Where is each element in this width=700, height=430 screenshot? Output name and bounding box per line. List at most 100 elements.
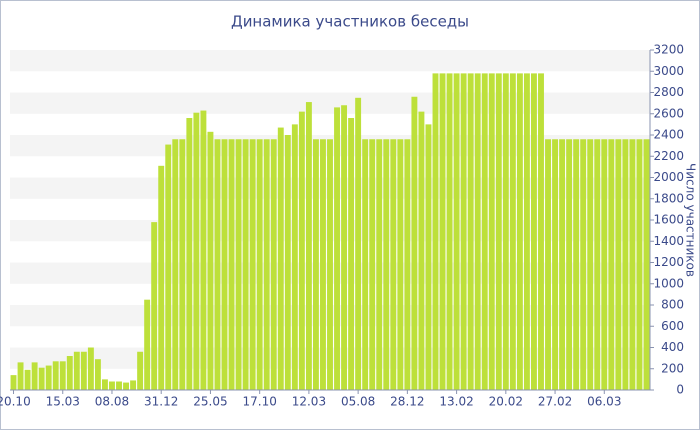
bar: [137, 351, 144, 390]
bar: [186, 118, 193, 390]
bar: [481, 73, 488, 390]
bar: [320, 139, 326, 390]
bar: [404, 139, 411, 390]
x-tick-label: 12.03: [292, 395, 326, 409]
bar: [418, 111, 425, 390]
bar: [256, 139, 263, 390]
y-tick-label: 2400: [653, 128, 684, 142]
bar: [369, 139, 376, 390]
bar: [94, 359, 101, 390]
bar: [24, 369, 31, 390]
bar: [502, 73, 509, 390]
bar: [425, 124, 432, 390]
bar: [538, 73, 544, 390]
bar: [263, 139, 270, 390]
bar: [397, 139, 404, 390]
bar: [467, 73, 474, 390]
y-tick-label: 2000: [653, 170, 684, 184]
y-tick-label: 1400: [653, 234, 684, 248]
bar: [123, 382, 129, 390]
bar: [334, 107, 340, 390]
bar: [580, 139, 587, 390]
y-tick-label: 800: [661, 298, 684, 312]
bar: [172, 139, 179, 390]
x-tick-label: 28.12: [390, 395, 424, 409]
y-axis-title: Число участников: [684, 163, 698, 277]
x-tick-label: 08.08: [95, 395, 129, 409]
bar: [573, 139, 580, 390]
bar: [460, 73, 467, 390]
y-tick-label: 1800: [653, 191, 684, 205]
bar: [200, 110, 207, 390]
y-tick-label: 1200: [653, 255, 684, 269]
bar: [531, 73, 537, 390]
x-tick-label: 06.03: [587, 395, 621, 409]
bar: [439, 73, 446, 390]
bar: [622, 139, 629, 390]
bar: [73, 351, 80, 390]
bar: [495, 73, 502, 390]
bar: [270, 139, 277, 390]
bar: [221, 139, 228, 390]
bar: [453, 73, 460, 390]
bar: [284, 135, 291, 390]
y-tick-label: 0: [676, 383, 684, 397]
bar: [87, 347, 94, 390]
bar: [341, 105, 348, 390]
bar: [376, 139, 383, 390]
bar: [116, 381, 122, 390]
y-tick-label: 3000: [653, 64, 684, 78]
bar: [516, 73, 523, 390]
x-tick-label: 17.10: [242, 395, 276, 409]
bar: [59, 361, 66, 390]
y-tick-label: 3200: [653, 43, 684, 57]
bar: [362, 139, 369, 390]
bar: [488, 73, 495, 390]
y-tick-label: 200: [661, 361, 684, 375]
bar: [235, 139, 242, 390]
bar: [566, 139, 573, 390]
bar: [249, 139, 256, 390]
x-tick-label: 13.02: [439, 395, 473, 409]
bar: [242, 139, 249, 390]
x-tick-label: 05.08: [341, 395, 375, 409]
bar: [643, 139, 650, 390]
bar: [474, 73, 481, 390]
bar: [66, 356, 73, 390]
bar: [10, 375, 17, 390]
bar: [38, 367, 45, 390]
x-tick-label: 20.10: [0, 395, 31, 409]
chart-title: Динамика участников беседы: [231, 13, 469, 31]
bar: [383, 139, 390, 390]
bar: [594, 139, 601, 390]
y-tick-label: 2600: [653, 106, 684, 120]
bar: [80, 351, 87, 390]
y-tick-label: 600: [661, 319, 684, 333]
grid-band: [10, 50, 650, 72]
bar: [207, 131, 214, 390]
bar: [109, 381, 115, 390]
bar: [390, 139, 397, 390]
bar: [545, 139, 551, 390]
y-tick-label: 1000: [653, 276, 684, 290]
bar: [179, 139, 186, 390]
x-tick-label: 31.12: [144, 395, 178, 409]
bar: [228, 139, 235, 390]
bar: [348, 118, 355, 390]
x-tick-label: 27.02: [538, 395, 572, 409]
bar: [601, 139, 608, 390]
bar: [636, 139, 643, 390]
bar: [629, 139, 636, 390]
bar: [214, 139, 221, 390]
bar: [615, 139, 622, 390]
bar: [17, 362, 24, 390]
bar: [411, 96, 418, 390]
bar: [144, 299, 151, 390]
bar: [45, 365, 52, 390]
y-tick-label: 2800: [653, 85, 684, 99]
bar: [432, 73, 439, 390]
bar: [277, 127, 284, 390]
bar: [509, 73, 516, 390]
x-tick-label: 15.03: [46, 395, 80, 409]
y-tick-label: 2200: [653, 149, 684, 163]
